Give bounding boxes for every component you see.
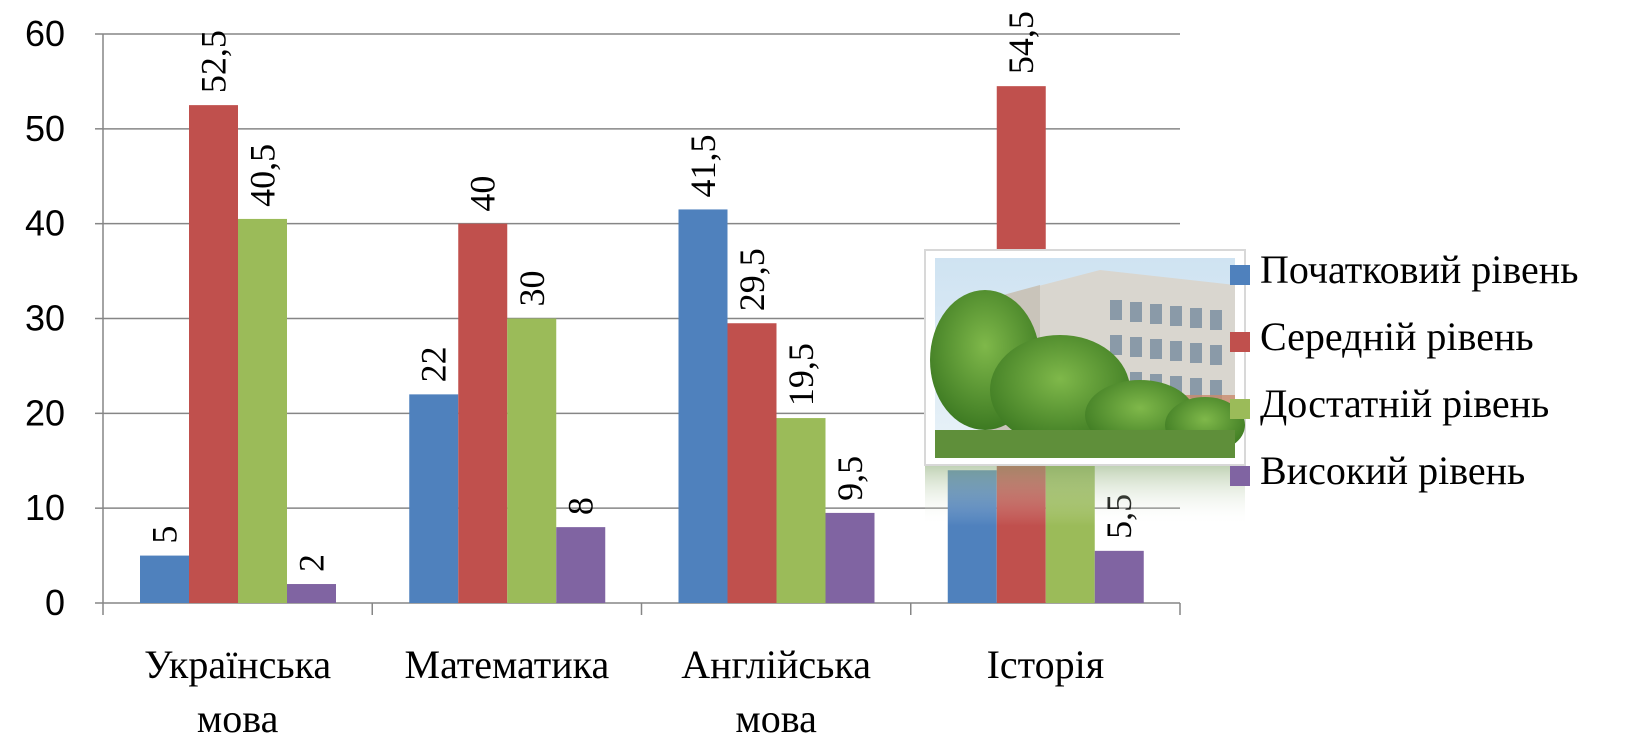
bar [458,223,508,603]
bar [1094,550,1144,603]
bar [776,418,826,603]
legend-swatch [1230,399,1250,419]
legend-swatch [1230,332,1250,352]
y-tick-label: 20 [25,392,65,433]
data-label: 52,5 [194,30,234,93]
legend-label: Високий рівень [1260,448,1525,493]
x-category-label: мова [197,696,279,734]
bar [507,318,557,603]
school-building-photo [924,249,1246,526]
data-label: 30 [512,271,552,307]
legend-label: Початковий рівень [1260,247,1578,292]
data-label: 5 [145,526,185,544]
bar [238,218,287,604]
data-label: 41,5 [683,134,723,197]
bar [727,323,777,603]
y-tick-label: 50 [25,108,65,149]
data-label: 9,5 [830,456,870,501]
legend-swatch [1230,265,1250,285]
data-label: 40,5 [243,144,283,207]
data-label: 8 [561,497,601,515]
bar [140,555,189,603]
data-label: 54,5 [1001,11,1041,74]
x-category-label: Математика [405,642,610,687]
bar [409,394,459,603]
data-label: 19,5 [781,343,821,406]
x-category-label: Англійська [681,642,871,687]
x-category-label: мова [735,696,817,734]
bar [556,527,606,603]
x-category-label: Українська [144,642,331,687]
y-tick-label: 60 [25,13,65,54]
y-tick-label: 10 [25,487,65,528]
legend-label: Достатній рівень [1260,381,1549,426]
legend-label: Середній рівень [1260,314,1534,359]
category-labels: Українська мова Математика Англійська мова Іс… [144,642,1104,734]
data-label: 29,5 [732,248,772,311]
bar [189,105,238,603]
y-tick-label: 0 [45,582,65,623]
bar [287,584,336,603]
bar [678,209,728,604]
data-label: 40 [463,176,503,212]
bar [825,512,875,603]
legend: Початковий рівень Середній рівень Достатні… [1230,247,1578,493]
y-tick-label: 30 [25,298,65,339]
x-category-label: Історія [987,642,1105,687]
y-tick-label: 40 [25,203,65,244]
data-label: 2 [292,554,332,572]
legend-swatch [1230,466,1250,486]
data-label: 22 [414,346,454,382]
